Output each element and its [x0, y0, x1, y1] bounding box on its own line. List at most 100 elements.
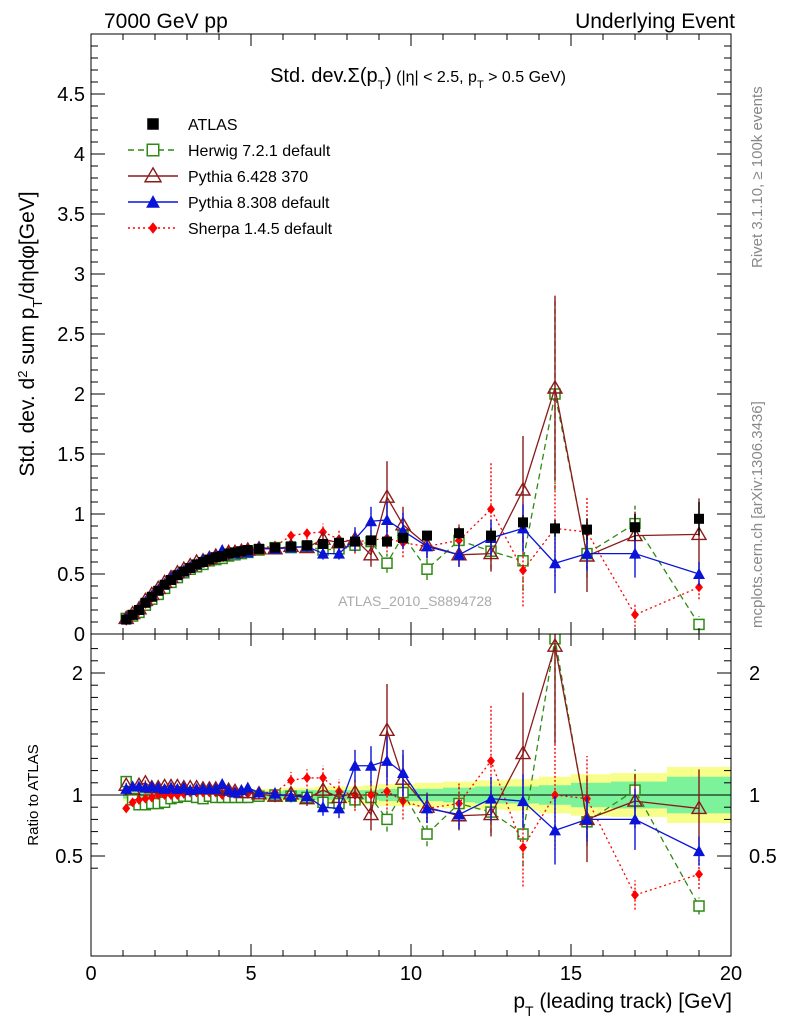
main-point [318, 539, 328, 549]
x-tick-label: 10 [400, 963, 422, 985]
x-tick-label: 5 [245, 963, 256, 985]
main-point [198, 557, 208, 567]
main-point [286, 541, 296, 552]
main-point [217, 551, 228, 561]
ratio-point [317, 801, 329, 813]
analysis-watermark: ATLAS_2010_S8894728 [338, 593, 492, 609]
main-point [333, 547, 345, 559]
main-point [482, 545, 500, 560]
legend-label: Pythia 6.428 370 [188, 169, 308, 186]
ratio-point [487, 755, 495, 766]
ratio-point [397, 767, 409, 779]
main-point [287, 530, 295, 541]
main-point [519, 565, 527, 576]
legend-label: ATLAS [188, 117, 238, 134]
main-point [695, 582, 703, 593]
ratio-point [301, 790, 313, 802]
legend-label: Pythia 8.308 default [188, 195, 330, 212]
ratio-point [383, 786, 391, 797]
legend-marker [148, 222, 158, 234]
y-tick-label: 2 [74, 384, 85, 406]
main-point [172, 570, 183, 581]
main-ylabel: Std. dev. d2 sum pT/dηdφ[GeV] [15, 191, 45, 476]
ratio-point [519, 842, 527, 853]
y-tick-label: 0.5 [57, 564, 85, 586]
y-tick-label: 4.5 [57, 84, 85, 106]
main-series-atlas [121, 502, 704, 625]
main-point [382, 536, 392, 547]
main-point [191, 559, 202, 570]
ratio-point [216, 778, 229, 790]
main-point [486, 530, 496, 541]
main-point [317, 547, 329, 559]
ratio-point [128, 797, 137, 808]
main-point [581, 547, 593, 559]
main-point [550, 523, 560, 534]
legend: ATLAS Herwig 7.2.1 default Pythia 6.428 37… [128, 117, 333, 238]
main-point [350, 536, 360, 547]
ratio-point [381, 813, 393, 826]
main-line [125, 393, 700, 625]
main-point [398, 533, 408, 543]
ratio-point [546, 637, 564, 652]
legend-marker [143, 166, 163, 183]
ratio-point [378, 721, 396, 737]
main-point [230, 547, 240, 558]
ratio-point [147, 792, 156, 803]
main-point [518, 517, 528, 528]
main-ticks: 0 0.5 1 1.5 2 2.5 3 3.5 4 4.5 [57, 34, 732, 646]
main-point [631, 609, 639, 620]
main-point [127, 609, 138, 620]
ratio-point [690, 800, 708, 815]
header-left: 7000 GeV pp [104, 10, 228, 33]
ratio-point [269, 787, 281, 799]
main-point [487, 504, 495, 515]
main-point [690, 526, 708, 541]
main-point [453, 548, 465, 560]
main-point [134, 605, 144, 615]
main-point [303, 528, 311, 539]
ratio-point [629, 813, 641, 825]
ratio-y-tick-label: 1 [72, 785, 83, 807]
ratio-xlabel: pT (leading track) [GeV] [513, 990, 732, 1019]
main-plot-area [117, 295, 708, 633]
main-point [185, 563, 196, 573]
legend-marker [146, 143, 160, 157]
ratio-point [303, 772, 311, 783]
header-right: Underlying Event [575, 10, 735, 33]
main-point [254, 543, 264, 554]
y-tick-label: 1 [74, 504, 85, 526]
main-point [242, 545, 253, 555]
ratio-point [693, 845, 705, 857]
ratio-y-tick-label: 0.5 [55, 846, 83, 868]
x-tick-label: 15 [560, 963, 582, 985]
main-line [125, 387, 700, 619]
legend-entry: Pythia 6.428 370 [128, 166, 308, 186]
ratio-y-tick-label-right: 1 [749, 785, 760, 807]
ratio-line [125, 638, 700, 907]
main-series-pythia-6-428-370 [117, 295, 708, 625]
main-point [454, 528, 464, 539]
x-tick-label: 0 [85, 963, 96, 985]
ratio-point [421, 828, 433, 840]
ratio-point [551, 790, 559, 800]
x-tick-label: 20 [720, 963, 742, 985]
main-point [422, 530, 432, 541]
ratio-point [695, 869, 703, 880]
y-tick-label: 4 [74, 144, 85, 166]
ratio-point [693, 900, 705, 912]
legend-entry: Pythia 8.308 default [128, 195, 330, 212]
ratio-point [287, 775, 295, 786]
ratio-point [122, 803, 131, 814]
ratio-point [631, 890, 639, 901]
ratio-point [333, 802, 345, 814]
ratio-point [285, 790, 297, 802]
main-point [334, 537, 344, 548]
main-point [153, 585, 164, 596]
ratio-point [253, 786, 265, 798]
main-point [365, 515, 377, 527]
ratio-point [241, 781, 254, 793]
main-point [302, 540, 312, 551]
ratio-point [222, 784, 235, 796]
